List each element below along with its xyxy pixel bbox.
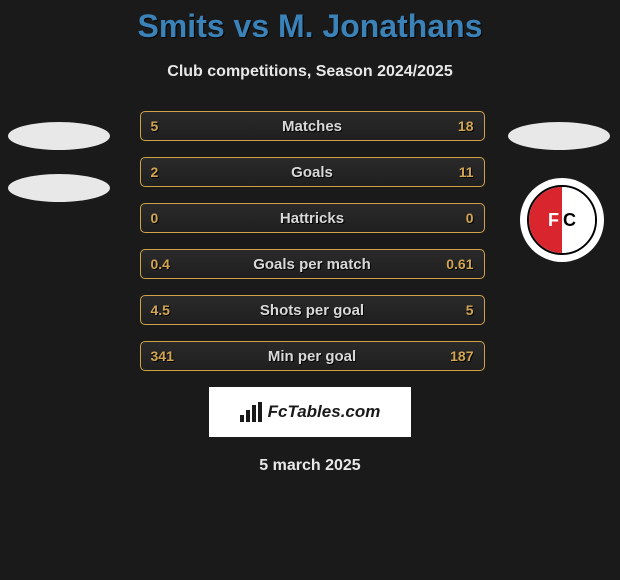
- stat-right-value: 0.61: [439, 256, 473, 272]
- stat-left-value: 0: [151, 210, 185, 226]
- date-label: 5 march 2025: [0, 457, 620, 475]
- stats-table: 5 Matches 18 2 Goals 11 0 Hattricks 0 0.…: [140, 111, 485, 371]
- left-player-slots: [8, 122, 110, 226]
- stat-right-value: 11: [440, 164, 474, 180]
- stat-row: 0 Hattricks 0: [140, 203, 485, 233]
- right-player-slots: [508, 122, 610, 150]
- badge-letter: C: [563, 210, 576, 231]
- club-logo-placeholder: [8, 174, 110, 202]
- stat-row: 341 Min per goal 187: [140, 341, 485, 371]
- stat-right-value: 187: [440, 348, 474, 364]
- subtitle: Club competitions, Season 2024/2025: [0, 63, 620, 81]
- player-photo-placeholder: [8, 122, 110, 150]
- stat-row: 2 Goals 11: [140, 157, 485, 187]
- stat-label: Goals: [291, 164, 333, 181]
- player-photo-placeholder: [508, 122, 610, 150]
- stat-right-value: 18: [440, 118, 474, 134]
- stat-label: Min per goal: [268, 348, 356, 365]
- stat-label: Hattricks: [280, 210, 344, 227]
- brand-box[interactable]: FcTables.com: [209, 387, 411, 437]
- stat-label: Shots per goal: [260, 302, 364, 319]
- stat-right-value: 5: [440, 302, 474, 318]
- bar-chart-icon: [240, 402, 262, 422]
- brand-label: FcTables.com: [268, 402, 381, 422]
- stat-left-value: 341: [151, 348, 185, 364]
- stat-row: 0.4 Goals per match 0.61: [140, 249, 485, 279]
- stat-label: Goals per match: [253, 256, 371, 273]
- stat-left-value: 5: [151, 118, 185, 134]
- page-title: Smits vs M. Jonathans: [0, 0, 620, 45]
- badge-letter: F: [548, 210, 559, 231]
- stat-left-value: 2: [151, 164, 185, 180]
- stat-label: Matches: [282, 118, 342, 135]
- stat-left-value: 4.5: [151, 302, 185, 318]
- stat-row: 5 Matches 18: [140, 111, 485, 141]
- stat-right-value: 0: [439, 210, 473, 226]
- stat-left-value: 0.4: [151, 256, 185, 272]
- club-badge: F C: [520, 178, 604, 262]
- stat-row: 4.5 Shots per goal 5: [140, 295, 485, 325]
